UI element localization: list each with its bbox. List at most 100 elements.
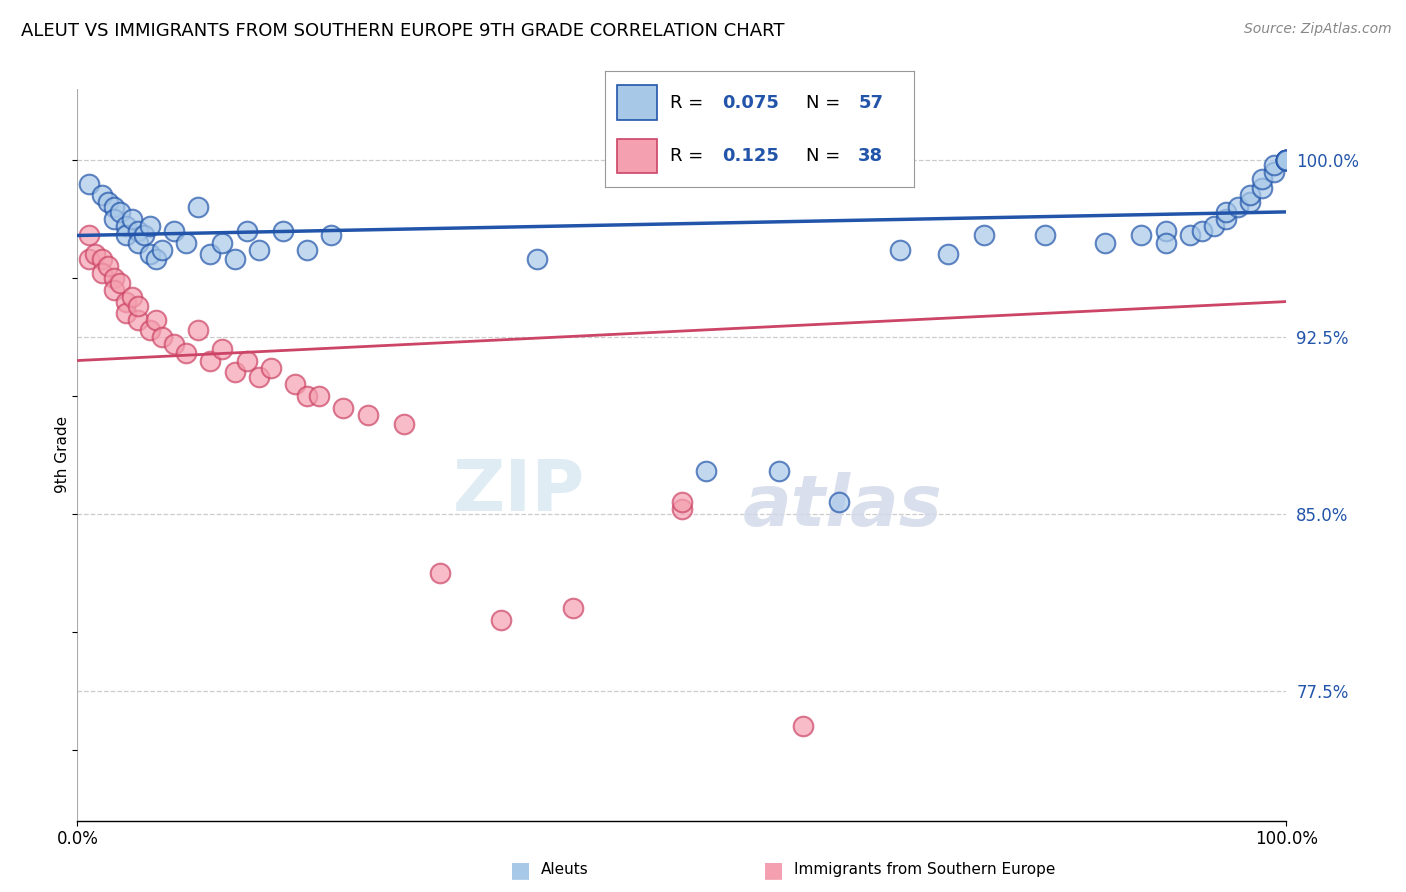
Point [321,228,343,243]
Point [235,224,257,238]
Point [1094,235,1116,250]
Point [145,313,167,327]
Point [90,266,112,280]
Point [1178,228,1201,243]
Point [90,188,112,202]
Point [526,252,548,266]
Point [121,290,143,304]
Text: ■: ■ [763,860,783,880]
Point [108,276,131,290]
Text: 0.125: 0.125 [723,147,779,165]
Point [139,247,162,261]
Point [96,195,120,210]
Point [1263,158,1285,172]
Point [284,377,307,392]
Point [211,235,233,250]
Point [671,502,693,516]
Point [235,353,257,368]
Point [139,323,162,337]
Point [163,337,186,351]
Point [103,283,125,297]
Point [1130,228,1153,243]
Point [1275,153,1298,167]
Point [1239,188,1261,202]
Point [90,252,112,266]
Point [224,252,246,266]
Point [1275,153,1298,167]
Point [187,200,209,214]
Point [295,389,318,403]
Point [1154,224,1177,238]
Point [1227,200,1250,214]
Point [150,243,173,257]
Text: R =: R = [669,147,709,165]
Text: R =: R = [669,94,709,112]
Point [1191,224,1213,238]
Point [260,360,283,375]
Y-axis label: 9th Grade: 9th Grade [55,417,70,493]
Point [139,219,162,233]
Point [174,346,197,360]
Point [150,330,173,344]
Point [1275,153,1298,167]
Point [1239,195,1261,210]
Text: ■: ■ [510,860,530,880]
Point [1033,228,1056,243]
Text: ZIP: ZIP [453,457,585,526]
Text: 0.075: 0.075 [723,94,779,112]
Point [792,719,814,733]
Point [127,235,149,250]
Point [332,401,354,415]
Point [224,365,246,379]
Point [429,566,451,580]
Point [145,252,167,266]
Point [308,389,330,403]
Point [1251,172,1274,186]
Text: Source: ZipAtlas.com: Source: ZipAtlas.com [1244,22,1392,37]
Text: Immigrants from Southern Europe: Immigrants from Southern Europe [794,863,1056,877]
Point [1215,205,1237,219]
Point [271,224,294,238]
Point [127,299,149,313]
Point [103,200,125,214]
Point [127,313,149,327]
Point [79,252,101,266]
Point [84,247,107,261]
Text: N =: N = [806,94,845,112]
Point [768,465,790,479]
Point [103,211,125,226]
Point [1154,235,1177,250]
Point [114,228,136,243]
Point [1215,211,1237,226]
Point [96,259,120,273]
Point [114,294,136,309]
Text: 57: 57 [858,94,883,112]
Point [1251,181,1274,195]
Point [79,228,101,243]
Point [489,613,512,627]
Point [1263,165,1285,179]
Point [671,495,693,509]
Point [187,323,209,337]
Text: N =: N = [806,147,845,165]
Text: atlas: atlas [742,472,942,541]
Point [103,271,125,285]
Point [79,177,101,191]
Point [1202,219,1225,233]
Point [562,601,585,615]
Point [828,495,851,509]
Point [936,247,959,261]
Point [174,235,197,250]
Point [247,370,270,384]
Point [1275,153,1298,167]
Point [295,243,318,257]
Point [200,353,222,368]
Point [108,205,131,219]
Point [114,306,136,320]
Point [121,211,143,226]
Bar [617,138,657,173]
Point [211,342,233,356]
Point [1275,153,1298,167]
Point [132,228,155,243]
Point [127,224,149,238]
